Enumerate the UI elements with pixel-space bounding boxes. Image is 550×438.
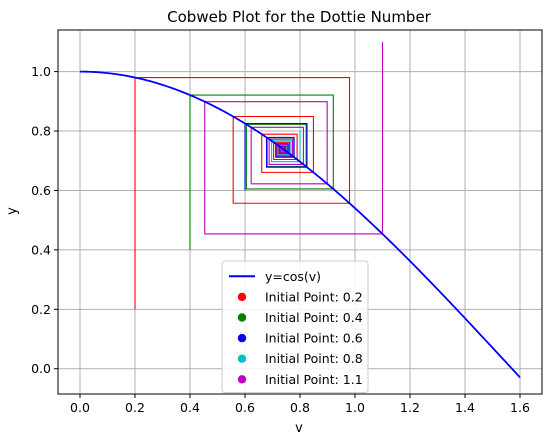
x-tick-label: 1.6 bbox=[510, 400, 530, 415]
y-tick-label: 0.6 bbox=[31, 183, 51, 198]
y-axis-label: y bbox=[5, 207, 20, 215]
legend-label: y=cos(v) bbox=[265, 269, 321, 284]
legend-dot-swatch bbox=[237, 313, 247, 322]
x-tick-label: 0.2 bbox=[125, 400, 145, 415]
legend-dot-swatch bbox=[237, 354, 247, 363]
legend: y=cos(v) Initial Point: 0.2 Initial Point:… bbox=[221, 260, 369, 394]
cosine-curve bbox=[79, 70, 521, 379]
y-tick-label: 0.2 bbox=[31, 302, 51, 317]
legend-box bbox=[221, 260, 369, 394]
legend-dot-swatch bbox=[237, 375, 247, 384]
x-tick-label: 1.4 bbox=[455, 400, 475, 415]
x-tick-label: 0.6 bbox=[235, 400, 255, 415]
x-tick-label: 0.4 bbox=[180, 400, 200, 415]
legend-dot-swatch bbox=[237, 333, 247, 343]
cobweb-series-3 bbox=[244, 122, 308, 191]
legend-label: Initial Point: 0.4 bbox=[265, 310, 363, 325]
y-tick-label: 0.8 bbox=[31, 124, 51, 139]
cos-curve-line bbox=[79, 70, 521, 379]
y-tick-label: 0.4 bbox=[31, 242, 51, 257]
x-tick-label: 1.2 bbox=[400, 400, 420, 415]
chart-title: Cobweb Plot for the Dottie Number bbox=[167, 8, 432, 26]
legend-label: Initial Point: 0.8 bbox=[265, 351, 363, 366]
x-tick-label: 1.0 bbox=[345, 400, 365, 415]
y-tick-label: 0.0 bbox=[31, 361, 51, 376]
x-axis-label: v bbox=[295, 421, 303, 436]
legend-label: Initial Point: 0.6 bbox=[265, 331, 363, 346]
x-tick-label: 0.8 bbox=[290, 400, 310, 415]
y-tick-label: 1.0 bbox=[31, 64, 51, 79]
legend-dot-swatch bbox=[237, 292, 247, 302]
legend-label: Initial Point: 0.2 bbox=[265, 289, 363, 304]
x-tick-label: 0.0 bbox=[70, 400, 90, 415]
grid bbox=[58, 30, 542, 394]
legend-label: Initial Point: 1.1 bbox=[265, 372, 363, 387]
axis-ticks: 0.0 0.2 0.4 0.6 0.8 1.0 1.2 1.4 1.6 0.0 0.2 0.4 0.6 0… bbox=[31, 64, 530, 415]
